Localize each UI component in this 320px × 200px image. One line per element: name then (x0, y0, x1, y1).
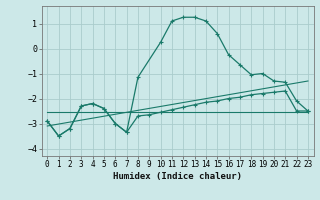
X-axis label: Humidex (Indice chaleur): Humidex (Indice chaleur) (113, 172, 242, 181)
